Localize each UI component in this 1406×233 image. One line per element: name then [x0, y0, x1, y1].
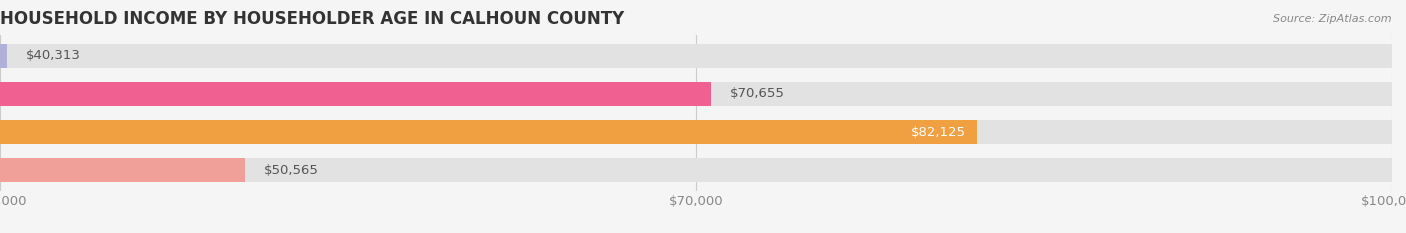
Text: $50,565: $50,565	[264, 164, 319, 177]
Text: HOUSEHOLD INCOME BY HOUSEHOLDER AGE IN CALHOUN COUNTY: HOUSEHOLD INCOME BY HOUSEHOLDER AGE IN C…	[0, 10, 624, 28]
Bar	[0, 82, 1392, 106]
Text: Source: ZipAtlas.com: Source: ZipAtlas.com	[1274, 14, 1392, 24]
Bar	[0, 158, 245, 182]
Bar	[0, 158, 1392, 182]
Point	[1381, 168, 1403, 172]
Bar	[0, 120, 977, 144]
Text: $82,125: $82,125	[911, 126, 966, 139]
Bar	[0, 120, 1392, 144]
Bar	[0, 82, 711, 106]
Point	[1381, 54, 1403, 58]
Text: $40,313: $40,313	[25, 49, 80, 62]
Point	[1381, 92, 1403, 96]
Text: $70,655: $70,655	[730, 87, 785, 100]
Bar	[0, 44, 1392, 68]
Point	[1381, 130, 1403, 134]
Bar	[0, 44, 7, 68]
